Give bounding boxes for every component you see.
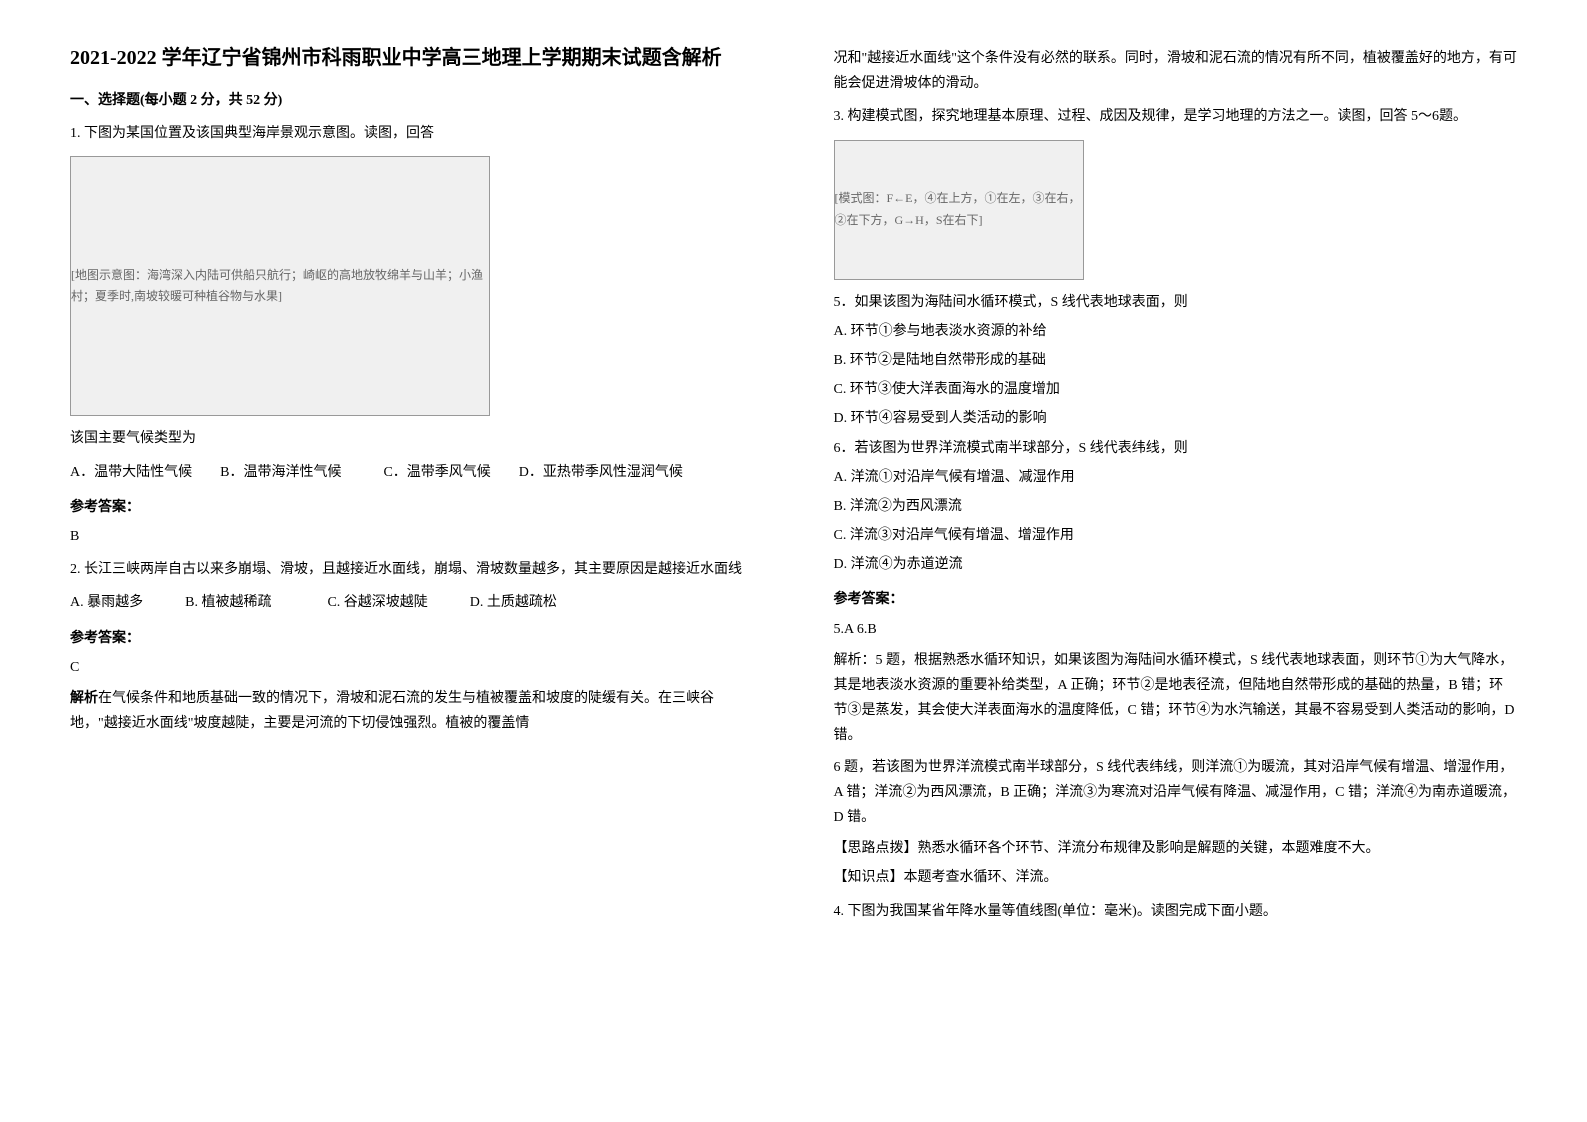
q3-q5a: A. 环节①参与地表淡水资源的补给 — [834, 319, 1518, 344]
q3-explain2: 6 题，若该图为世界洋流模式南半球部分，S 线代表纬线，则洋流①为暖流，其对沿岸… — [834, 755, 1518, 831]
q1-map-image: [地图示意图：海湾深入内陆可供船只航行；崎岖的高地放牧绵羊与山羊；小渔村；夏季时… — [70, 156, 490, 416]
q3-diagram-image: [模式图：F←E，④在上方，①在左，③在右，②在下方，G→H，S在右下] — [834, 140, 1084, 280]
q3-explain1: 解析：5 题，根据熟悉水循环知识，如果该图为海陆间水循环模式，S 线代表地球表面… — [834, 648, 1518, 749]
q3-q6: 6．若该图为世界洋流模式南半球部分，S 线代表纬线，则 — [834, 436, 1518, 461]
exam-title: 2021-2022 学年辽宁省锦州市科雨职业中学高三地理上学期期末试题含解析 — [70, 40, 754, 76]
q1-stem: 1. 下图为某国位置及该国典型海岸景观示意图。读图，回答 — [70, 121, 754, 146]
q1-ans-label: 参考答案： — [70, 495, 754, 520]
q2-answer: C — [70, 655, 754, 680]
q3-ans-label: 参考答案： — [834, 587, 1518, 612]
section-header: 一、选择题(每小题 2 分，共 52 分) — [70, 88, 754, 113]
q2-explanation-cont: 况和"越接近水面线"这个条件没有必然的联系。同时，滑坡和泥石流的情况有所不同，植… — [834, 46, 1518, 96]
right-column: 况和"越接近水面线"这个条件没有必然的联系。同时，滑坡和泥石流的情况有所不同，植… — [794, 40, 1558, 1082]
q3-tip: 【思路点拨】熟悉水循环各个环节、洋流分布规律及影响是解题的关键，本题难度不大。 — [834, 836, 1518, 861]
q1-options: A．温带大陆性气候 B．温带海洋性气候 C．温带季风气候 D．亚热带季风性湿润气… — [70, 460, 754, 485]
q3-q5c: C. 环节③使大洋表面海水的温度增加 — [834, 377, 1518, 402]
left-column: 2021-2022 学年辽宁省锦州市科雨职业中学高三地理上学期期末试题含解析 一… — [30, 40, 794, 1082]
q2-ans-label: 参考答案： — [70, 626, 754, 651]
q3-q6b: B. 洋流②为西风漂流 — [834, 494, 1518, 519]
q3-q6a: A. 洋流①对沿岸气候有增温、减湿作用 — [834, 465, 1518, 490]
q3-answer: 5.A 6.B — [834, 617, 1518, 642]
q4-stem: 4. 下图为我国某省年降水量等值线图(单位：毫米)。读图完成下面小题。 — [834, 899, 1518, 924]
q1-answer: B — [70, 524, 754, 549]
q3-stem: 3. 构建模式图，探究地理基本原理、过程、成因及规律，是学习地理的方法之一。读图… — [834, 104, 1518, 129]
q3-q6d: D. 洋流④为赤道逆流 — [834, 552, 1518, 577]
q1-sub: 该国主要气候类型为 — [70, 426, 754, 451]
q2-options: A. 暴雨越多 B. 植被越稀疏 C. 谷越深坡越陡 D. 土质越疏松 — [70, 590, 754, 615]
q3-knowledge: 【知识点】本题考查水循环、洋流。 — [834, 865, 1518, 890]
q2-explanation: 解析在气候条件和地质基础一致的情况下，滑坡和泥石流的发生与植被覆盖和坡度的陡缓有… — [70, 686, 754, 736]
q3-q5b: B. 环节②是陆地自然带形成的基础 — [834, 348, 1518, 373]
q2-stem: 2. 长江三峡两岸自古以来多崩塌、滑坡，且越接近水面线，崩塌、滑坡数量越多，其主… — [70, 557, 754, 582]
q3-q5d: D. 环节④容易受到人类活动的影响 — [834, 406, 1518, 431]
q3-q5: 5．如果该图为海陆间水循环模式，S 线代表地球表面，则 — [834, 290, 1518, 315]
q3-q6c: C. 洋流③对沿岸气候有增温、增湿作用 — [834, 523, 1518, 548]
